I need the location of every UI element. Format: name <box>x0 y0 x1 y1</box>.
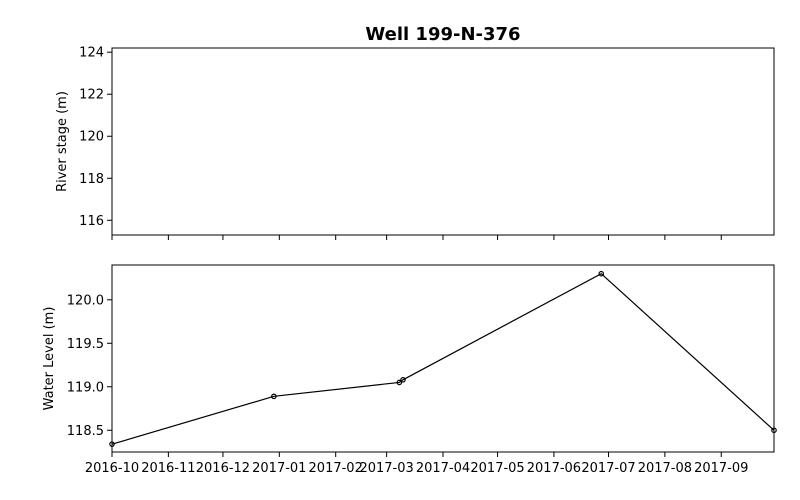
water-level-point <box>771 427 777 434</box>
water-level-y-tick-label: 119.5 <box>67 337 104 352</box>
water-level-panel: 118.5 119.0 119.5 120.0 2016-10 2016-11 2016-… <box>42 264 777 476</box>
water-level-point <box>396 379 403 386</box>
water-level-point <box>400 377 406 383</box>
x-tick-label: 2017-04 <box>416 461 470 476</box>
river-stage-y-tick-label: 120 <box>79 130 104 145</box>
x-tick-label: 2017-07 <box>581 461 635 476</box>
water-level-point <box>271 393 277 400</box>
x-tick-label: 2017-01 <box>252 461 306 476</box>
river-stage-y-tick-label: 122 <box>79 88 104 103</box>
river-stage-y-tick-label: 118 <box>79 172 104 187</box>
water-level-line <box>111 272 775 445</box>
x-tick-label: 2017-09 <box>694 461 748 476</box>
water-level-y-tick-label: 118.5 <box>67 424 104 439</box>
water-level-series <box>109 270 777 447</box>
x-tick-label: 2016-10 <box>85 461 139 476</box>
river-stage-y-axis: 116 118 120 122 124 <box>79 46 112 229</box>
river-stage-panel: 116 118 120 122 124 River stage (m) <box>55 46 775 240</box>
water-level-y-label: Water Level (m) <box>42 307 57 411</box>
river-stage-y-tick-label: 124 <box>79 46 104 61</box>
x-tick-label: 2017-08 <box>638 461 692 476</box>
river-stage-x-axis <box>111 235 722 240</box>
x-tick-label: 2017-02 <box>309 461 363 476</box>
x-tick-label: 2016-11 <box>141 461 195 476</box>
x-tick-label: 2017-06 <box>527 461 581 476</box>
x-tick-label: 2016-12 <box>196 461 250 476</box>
water-level-point <box>109 441 115 447</box>
chart-title: Well 199-N-376 <box>365 24 520 45</box>
shared-x-axis: 2016-10 2016-11 2016-12 2017-01 2017-022017-… <box>85 452 748 476</box>
water-level-y-tick-label: 119.0 <box>67 380 104 395</box>
water-level-y-axis: 118.5 119.0 119.5 120.0 <box>67 293 112 439</box>
river-stage-y-tick-label: 116 <box>79 214 104 229</box>
river-stage-plot-frame <box>111 47 775 236</box>
x-tick-label: 2017-03 <box>359 461 413 476</box>
water-level-y-tick-label: 120.0 <box>67 293 104 308</box>
x-tick-label: 2017-05 <box>470 461 524 476</box>
river-stage-y-label: River stage (m) <box>55 91 70 192</box>
water-level-point <box>598 270 605 277</box>
